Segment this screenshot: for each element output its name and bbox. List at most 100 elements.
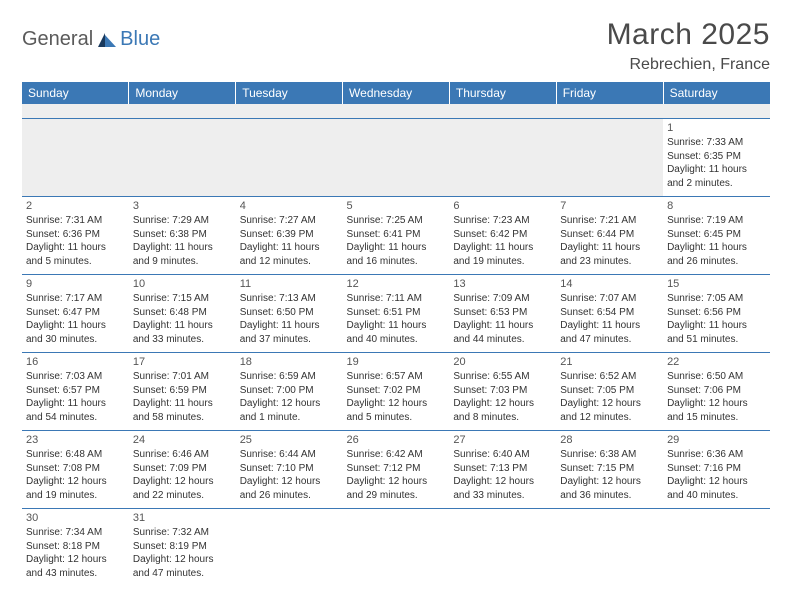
calendar-day-cell: 14Sunrise: 7:07 AMSunset: 6:54 PMDayligh… bbox=[556, 274, 663, 352]
sunrise-text: Sunrise: 7:29 AM bbox=[133, 214, 232, 228]
daylight2-text: and 22 minutes. bbox=[133, 489, 232, 503]
daylight2-text: and 12 minutes. bbox=[240, 255, 339, 269]
calendar-day-cell: 2Sunrise: 7:31 AMSunset: 6:36 PMDaylight… bbox=[22, 196, 129, 274]
sunset-text: Sunset: 7:12 PM bbox=[347, 462, 446, 476]
calendar-day-cell: 12Sunrise: 7:11 AMSunset: 6:51 PMDayligh… bbox=[343, 274, 450, 352]
sunrise-text: Sunrise: 7:09 AM bbox=[453, 292, 552, 306]
sunrise-text: Sunrise: 6:38 AM bbox=[560, 448, 659, 462]
daylight2-text: and 1 minute. bbox=[240, 411, 339, 425]
brand-part2: Blue bbox=[120, 28, 160, 51]
sunset-text: Sunset: 6:50 PM bbox=[240, 306, 339, 320]
sunset-text: Sunset: 6:47 PM bbox=[26, 306, 125, 320]
daylight1-text: Daylight: 12 hours bbox=[560, 397, 659, 411]
sunset-text: Sunset: 7:16 PM bbox=[667, 462, 766, 476]
weekday-header: Monday bbox=[129, 82, 236, 104]
calendar-day-cell: 19Sunrise: 6:57 AMSunset: 7:02 PMDayligh… bbox=[343, 352, 450, 430]
day-number: 12 bbox=[347, 277, 446, 292]
sunset-text: Sunset: 6:44 PM bbox=[560, 228, 659, 242]
sunrise-text: Sunrise: 7:01 AM bbox=[133, 370, 232, 384]
daylight1-text: Daylight: 12 hours bbox=[240, 475, 339, 489]
daylight2-text: and 54 minutes. bbox=[26, 411, 125, 425]
day-number: 3 bbox=[133, 199, 232, 214]
daylight2-text: and 9 minutes. bbox=[133, 255, 232, 269]
daylight1-text: Daylight: 12 hours bbox=[133, 475, 232, 489]
calendar-day-cell: 15Sunrise: 7:05 AMSunset: 6:56 PMDayligh… bbox=[663, 274, 770, 352]
daylight1-text: Daylight: 12 hours bbox=[26, 475, 125, 489]
sunset-text: Sunset: 6:35 PM bbox=[667, 150, 766, 164]
sunrise-text: Sunrise: 7:23 AM bbox=[453, 214, 552, 228]
sunset-text: Sunset: 7:10 PM bbox=[240, 462, 339, 476]
sunset-text: Sunset: 7:08 PM bbox=[26, 462, 125, 476]
daylight2-text: and 51 minutes. bbox=[667, 333, 766, 347]
day-number: 29 bbox=[667, 433, 766, 448]
location-label: Rebrechien, France bbox=[607, 56, 770, 74]
daylight2-text: and 23 minutes. bbox=[560, 255, 659, 269]
empty-day-cell bbox=[556, 118, 663, 196]
month-title: March 2025 bbox=[607, 18, 770, 52]
sunset-text: Sunset: 6:59 PM bbox=[133, 384, 232, 398]
header-row: General Blue March 2025 Rebrechien, Fran… bbox=[22, 18, 770, 74]
day-number: 30 bbox=[26, 511, 125, 526]
sunset-text: Sunset: 6:38 PM bbox=[133, 228, 232, 242]
sunset-text: Sunset: 6:41 PM bbox=[347, 228, 446, 242]
daylight2-text: and 44 minutes. bbox=[453, 333, 552, 347]
day-number: 8 bbox=[667, 199, 766, 214]
sunrise-text: Sunrise: 7:34 AM bbox=[26, 526, 125, 540]
day-number: 14 bbox=[560, 277, 659, 292]
daylight1-text: Daylight: 11 hours bbox=[26, 397, 125, 411]
sunrise-text: Sunrise: 7:32 AM bbox=[133, 526, 232, 540]
daylight2-text: and 29 minutes. bbox=[347, 489, 446, 503]
calendar-day-cell: 23Sunrise: 6:48 AMSunset: 7:08 PMDayligh… bbox=[22, 430, 129, 508]
calendar-day-cell: 16Sunrise: 7:03 AMSunset: 6:57 PMDayligh… bbox=[22, 352, 129, 430]
day-number: 22 bbox=[667, 355, 766, 370]
daylight1-text: Daylight: 11 hours bbox=[133, 397, 232, 411]
empty-day-cell bbox=[22, 118, 129, 196]
brand-part1: General bbox=[22, 28, 93, 51]
sunset-text: Sunset: 6:39 PM bbox=[240, 228, 339, 242]
day-number: 4 bbox=[240, 199, 339, 214]
daylight2-text: and 47 minutes. bbox=[560, 333, 659, 347]
calendar-week: 9Sunrise: 7:17 AMSunset: 6:47 PMDaylight… bbox=[22, 274, 770, 352]
daylight2-text: and 15 minutes. bbox=[667, 411, 766, 425]
sunrise-text: Sunrise: 6:57 AM bbox=[347, 370, 446, 384]
empty-day-cell bbox=[343, 118, 450, 196]
sunrise-text: Sunrise: 6:48 AM bbox=[26, 448, 125, 462]
calendar-table: SundayMondayTuesdayWednesdayThursdayFrid… bbox=[22, 82, 770, 586]
daylight1-text: Daylight: 11 hours bbox=[453, 241, 552, 255]
calendar-week: 2Sunrise: 7:31 AMSunset: 6:36 PMDaylight… bbox=[22, 196, 770, 274]
daylight1-text: Daylight: 11 hours bbox=[667, 241, 766, 255]
daylight1-text: Daylight: 11 hours bbox=[26, 319, 125, 333]
sunset-text: Sunset: 6:54 PM bbox=[560, 306, 659, 320]
daylight1-text: Daylight: 11 hours bbox=[560, 319, 659, 333]
daylight2-text: and 37 minutes. bbox=[240, 333, 339, 347]
daylight2-text: and 26 minutes. bbox=[667, 255, 766, 269]
empty-day-cell bbox=[556, 508, 663, 586]
day-number: 13 bbox=[453, 277, 552, 292]
sunset-text: Sunset: 7:06 PM bbox=[667, 384, 766, 398]
daylight2-text: and 12 minutes. bbox=[560, 411, 659, 425]
calendar-day-cell: 28Sunrise: 6:38 AMSunset: 7:15 PMDayligh… bbox=[556, 430, 663, 508]
daylight2-text: and 40 minutes. bbox=[667, 489, 766, 503]
day-number: 7 bbox=[560, 199, 659, 214]
calendar-week: 16Sunrise: 7:03 AMSunset: 6:57 PMDayligh… bbox=[22, 352, 770, 430]
sunset-text: Sunset: 6:53 PM bbox=[453, 306, 552, 320]
weekday-header: Thursday bbox=[449, 82, 556, 104]
calendar-day-cell: 18Sunrise: 6:59 AMSunset: 7:00 PMDayligh… bbox=[236, 352, 343, 430]
daylight2-text: and 19 minutes. bbox=[26, 489, 125, 503]
sunset-text: Sunset: 6:51 PM bbox=[347, 306, 446, 320]
day-number: 27 bbox=[453, 433, 552, 448]
daylight2-text: and 33 minutes. bbox=[453, 489, 552, 503]
sunrise-text: Sunrise: 6:59 AM bbox=[240, 370, 339, 384]
daylight2-text: and 5 minutes. bbox=[347, 411, 446, 425]
day-number: 21 bbox=[560, 355, 659, 370]
calendar-day-cell: 20Sunrise: 6:55 AMSunset: 7:03 PMDayligh… bbox=[449, 352, 556, 430]
day-number: 6 bbox=[453, 199, 552, 214]
weekday-header: Wednesday bbox=[343, 82, 450, 104]
sunrise-text: Sunrise: 7:03 AM bbox=[26, 370, 125, 384]
daylight1-text: Daylight: 11 hours bbox=[453, 319, 552, 333]
sunrise-text: Sunrise: 7:25 AM bbox=[347, 214, 446, 228]
sunrise-text: Sunrise: 7:19 AM bbox=[667, 214, 766, 228]
calendar-day-cell: 9Sunrise: 7:17 AMSunset: 6:47 PMDaylight… bbox=[22, 274, 129, 352]
sunset-text: Sunset: 7:02 PM bbox=[347, 384, 446, 398]
daylight2-text: and 2 minutes. bbox=[667, 177, 766, 191]
